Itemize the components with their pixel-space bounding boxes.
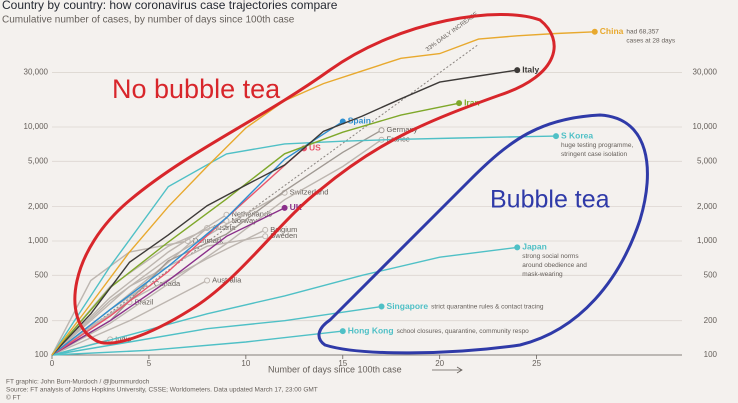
footer-line: FT graphic: John Burn-Murdoch / @jburnmu…	[6, 379, 150, 386]
chart-title: Country by country: how coronavirus case…	[2, 0, 338, 12]
annotation: No bubble tea	[112, 74, 281, 104]
series-line	[51, 229, 266, 356]
series-label: Austria	[212, 223, 236, 232]
y-tick-label: 500	[35, 270, 49, 279]
series-label: US	[309, 143, 321, 153]
series-note: around obedience and	[522, 262, 587, 269]
series-label: UK	[290, 202, 303, 212]
series-label: Japan	[522, 242, 547, 252]
end-point	[281, 204, 288, 211]
y-tick-label: 200	[35, 316, 49, 325]
y-tick-label: 500	[704, 270, 718, 279]
series-note: stringent case isolation	[561, 151, 628, 158]
y-tick-label: 100	[704, 350, 718, 359]
end-point	[378, 303, 385, 310]
y-tick-label: 1,000	[28, 236, 49, 245]
x-tick-label: 5	[147, 359, 152, 368]
series-label: Brazil	[135, 297, 154, 306]
x-tick-label: 25	[532, 359, 541, 368]
annotation: Bubble tea	[490, 186, 610, 214]
y-tick-label: 5,000	[28, 156, 49, 165]
y-tick-label: 10,000	[24, 122, 49, 131]
series-line	[51, 246, 518, 356]
x-tick-label: 15	[338, 359, 347, 368]
series-note: cases at 28 days	[626, 38, 676, 45]
y-tick-label: 100	[35, 350, 49, 359]
series-line	[51, 102, 460, 356]
hand-drawn-circle	[73, 12, 556, 345]
series-label: China	[600, 26, 624, 36]
end-point	[553, 133, 559, 140]
series-line	[51, 120, 344, 356]
series-label: Sweden	[270, 231, 297, 240]
end-point	[514, 244, 521, 251]
series-note: had 68,357	[626, 29, 659, 36]
x-tick-label: 0	[50, 359, 55, 368]
series-label: Belgium	[270, 225, 297, 234]
series-note: huge testing programme,	[561, 142, 633, 149]
footer-line: © FT	[6, 394, 21, 402]
series-label: Hong Kong	[348, 325, 394, 335]
end-point	[204, 277, 211, 284]
end-point	[456, 100, 463, 107]
end-point	[262, 226, 269, 233]
y-tick-label: 30,000	[693, 68, 718, 77]
series-label: Netherlands	[231, 210, 272, 219]
series-note: school closures, quarantine, community r…	[397, 328, 530, 335]
series-line	[51, 305, 382, 356]
series-line	[51, 192, 285, 356]
y-tick-label: 2,000	[28, 202, 49, 211]
series-label: Singapore	[387, 301, 429, 311]
y-tick-label: 200	[704, 316, 718, 325]
series-label: India	[115, 334, 132, 343]
series-note: mask-wearing	[522, 271, 563, 278]
series-line	[51, 69, 518, 356]
series-label: Spain	[348, 116, 371, 126]
series-label: Iran	[464, 97, 480, 107]
x-axis-label: Number of days since 100th case	[268, 364, 402, 374]
series-label: Canada	[154, 279, 181, 288]
footer-line: Source: FT analysis of Johns Hopkins Uni…	[6, 387, 318, 394]
y-tick-label: 30,000	[24, 68, 49, 77]
x-tick-label: 20	[435, 359, 444, 368]
x-tick-label: 10	[241, 359, 250, 368]
series-label: Switzerland	[290, 188, 329, 197]
axis-arrow	[432, 366, 463, 374]
hand-drawn-circle	[317, 113, 649, 355]
end-point	[591, 28, 598, 35]
end-point	[514, 67, 521, 74]
y-tick-label: 1,000	[697, 236, 718, 245]
y-tick-label: 10,000	[693, 122, 718, 131]
y-tick-label: 5,000	[697, 156, 718, 165]
series-label: S Korea	[561, 130, 593, 140]
end-point	[262, 233, 269, 240]
y-tick-label: 2,000	[697, 202, 718, 211]
series-note: strict quarantine rules & contact tracin…	[431, 303, 544, 310]
chart-subtitle: Cumulative number of cases, by number of…	[2, 15, 295, 26]
series-line	[51, 279, 208, 356]
series-note: strong social norms	[522, 253, 579, 260]
end-point	[339, 328, 346, 335]
end-point	[378, 127, 385, 134]
series-line	[51, 139, 382, 356]
series-label: Denmark	[193, 236, 224, 245]
series-line	[51, 330, 343, 356]
series-label: Germany	[387, 125, 418, 134]
series-line	[51, 31, 595, 356]
series-label: Italy	[522, 64, 539, 74]
series-line	[51, 207, 285, 356]
